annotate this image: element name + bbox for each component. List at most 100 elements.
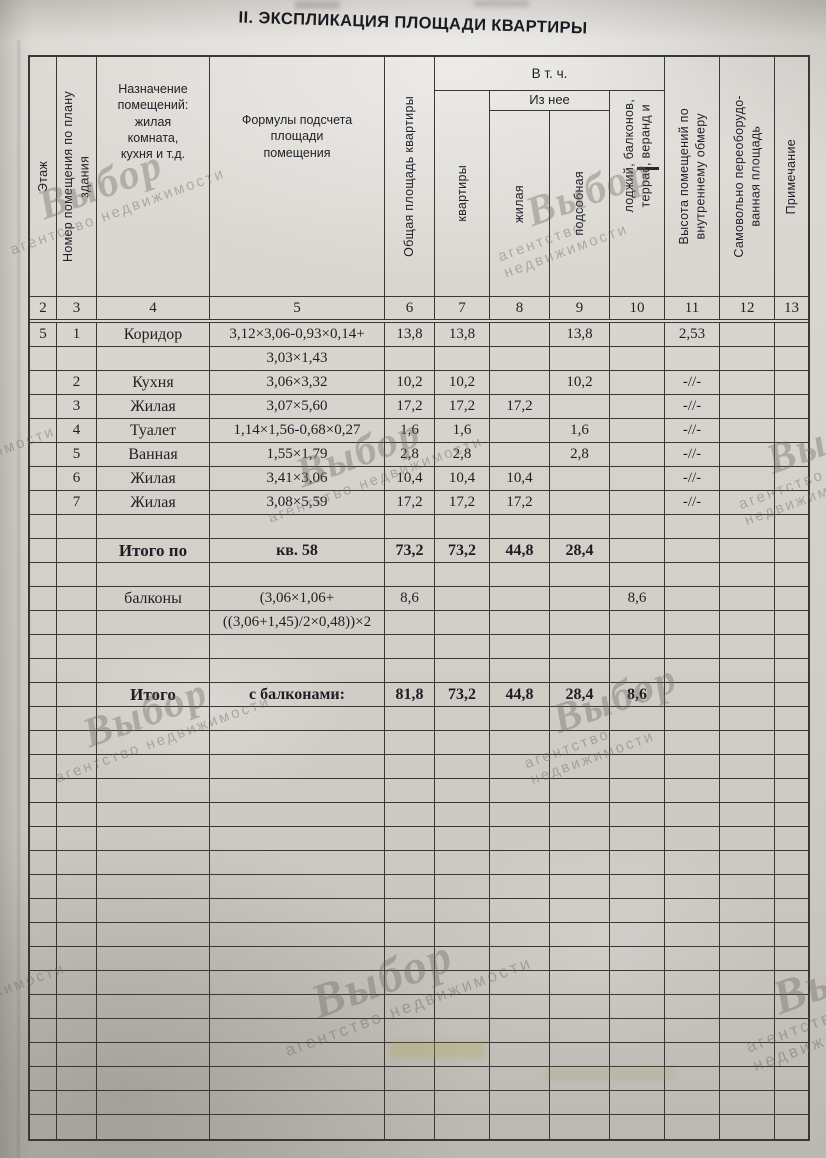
table-cell: 1,6 [385, 419, 435, 442]
table-cell [57, 539, 97, 562]
table-cell [57, 827, 97, 850]
table-row [30, 779, 808, 803]
table-cell [210, 923, 385, 946]
table-cell: -//- [665, 443, 720, 466]
table-cell [665, 971, 720, 994]
table-cell [665, 587, 720, 610]
table-cell [435, 515, 490, 538]
table-cell: 10,2 [435, 371, 490, 394]
table-cell [665, 659, 720, 682]
table-cell [550, 827, 610, 850]
header-purpose: Назначение помещений: жилая комната, кух… [97, 57, 210, 296]
table-cell [610, 731, 665, 754]
table-cell [210, 1067, 385, 1090]
table-cell [665, 899, 720, 922]
table-cell [775, 947, 808, 970]
table-cell [435, 827, 490, 850]
table-cell: кв. 58 [210, 539, 385, 562]
table-row [30, 1067, 808, 1091]
table-cell [385, 635, 435, 658]
table-row [30, 995, 808, 1019]
table-cell [57, 851, 97, 874]
header-living-label: жилая [512, 184, 527, 223]
table-cell [210, 947, 385, 970]
column-number: 9 [550, 297, 610, 319]
table-cell [57, 779, 97, 802]
table-cell [775, 395, 808, 418]
table-cell [550, 587, 610, 610]
table-cell: 6 [57, 467, 97, 490]
column-number: 11 [665, 297, 720, 319]
table-cell [97, 899, 210, 922]
header-total-area: Общая площадь квартиры [385, 57, 435, 296]
table-cell [435, 563, 490, 586]
table-cell [610, 491, 665, 514]
table-cell [490, 995, 550, 1018]
column-number: 12 [720, 297, 775, 319]
table-cell [775, 779, 808, 802]
table-cell [210, 827, 385, 850]
table-cell [97, 1091, 210, 1114]
table-cell [550, 971, 610, 994]
table-cell [57, 947, 97, 970]
table-cell: 2,8 [550, 443, 610, 466]
explication-table: Этаж Номер помещения по плану здания Наз… [28, 55, 810, 1141]
table-cell [550, 707, 610, 730]
table-cell [775, 683, 808, 706]
table-cell: 73,2 [435, 539, 490, 562]
table-cell [57, 1019, 97, 1042]
table-cell [720, 755, 775, 778]
table-cell: -//- [665, 491, 720, 514]
table-cell [775, 1091, 808, 1114]
table-row [30, 851, 808, 875]
table-cell [665, 755, 720, 778]
table-cell [435, 947, 490, 970]
table-cell [57, 1091, 97, 1114]
table-cell [97, 659, 210, 682]
table-cell: 17,2 [490, 395, 550, 418]
table-cell [720, 851, 775, 874]
column-number: 7 [435, 297, 490, 319]
table-cell [210, 659, 385, 682]
table-cell [385, 803, 435, 826]
table-cell [97, 1115, 210, 1139]
table-cell [490, 443, 550, 466]
table-cell [720, 1019, 775, 1042]
table-cell [210, 731, 385, 754]
header-formulas: Формулы подсчета площади помещения [210, 57, 385, 296]
table-cell [30, 419, 57, 442]
table-cell: -//- [665, 371, 720, 394]
table-cell [610, 803, 665, 826]
table-cell: с балконами: [210, 683, 385, 706]
table-cell [550, 347, 610, 370]
table-cell [30, 1067, 57, 1090]
table-cell [775, 635, 808, 658]
table-cell [720, 899, 775, 922]
table-cell: 3,08×5,59 [210, 491, 385, 514]
table-cell [665, 779, 720, 802]
table-cell [720, 539, 775, 562]
table-cell [30, 467, 57, 490]
table-row [30, 923, 808, 947]
header-height-label: Высота помещений по внутреннему обмеру [676, 108, 707, 245]
table-cell: 3,07×5,60 [210, 395, 385, 418]
table-cell [490, 611, 550, 634]
table-cell [57, 803, 97, 826]
table-cell [490, 1067, 550, 1090]
table-cell [97, 779, 210, 802]
table-cell [385, 779, 435, 802]
table-cell [720, 515, 775, 538]
table-cell [665, 851, 720, 874]
stamp-bleed [545, 1068, 675, 1080]
table-cell [490, 731, 550, 754]
table-cell [720, 827, 775, 850]
table-row: Итого по кв. 58 73,2 73,2 44,8 28,4 [30, 539, 808, 563]
header-including-label: В т. ч. [531, 65, 568, 81]
table-cell [210, 851, 385, 874]
table-cell [385, 515, 435, 538]
table-cell [610, 1115, 665, 1139]
table-cell [720, 323, 775, 346]
header-purpose-label: Назначение помещений: жилая комната, кух… [117, 82, 189, 161]
header-including-group: В т. ч. [435, 57, 665, 91]
